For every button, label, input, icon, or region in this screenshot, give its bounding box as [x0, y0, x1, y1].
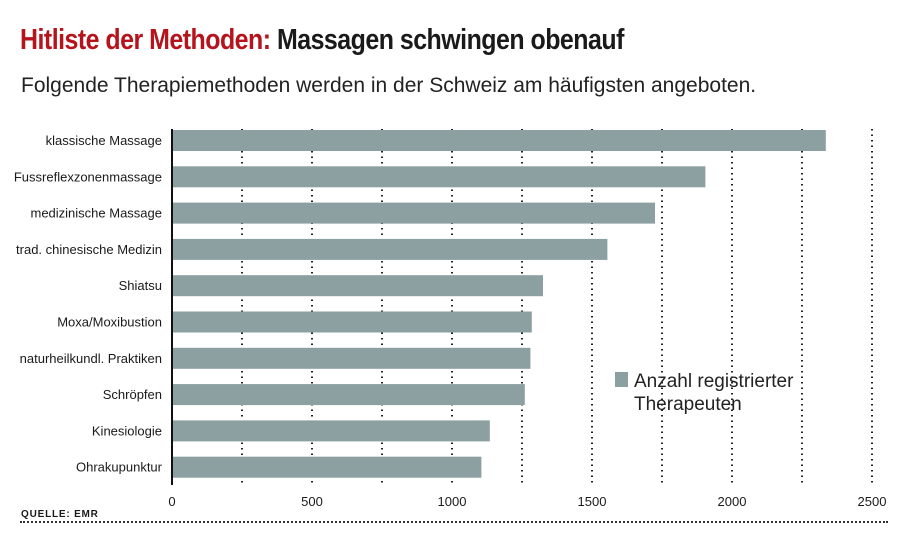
x-tick-label: 2500 [858, 494, 887, 509]
category-label: Kinesiologie [92, 423, 162, 438]
category-label: klassische Massage [46, 133, 162, 148]
x-tick-label: 500 [301, 494, 323, 509]
source-note: QUELLE: EMR [21, 509, 99, 520]
category-label: trad. chinesische Medizin [16, 242, 162, 257]
bar [172, 202, 655, 224]
x-tick-label: 1500 [578, 494, 607, 509]
bar [172, 238, 608, 260]
legend: Anzahl registrierter Therapeuten [615, 371, 794, 415]
title-highlight: Hitliste der Methoden: [20, 24, 271, 56]
category-label: medizinische Massage [30, 206, 162, 221]
category-label: Shiatsu [119, 278, 162, 293]
bar [172, 130, 826, 151]
x-tick-label: 0 [168, 494, 175, 509]
bar [172, 166, 706, 188]
category-label: Schröpfen [103, 387, 162, 402]
x-tick-label: 1000 [438, 494, 467, 509]
bar [172, 347, 531, 369]
legend-label-line2: Therapeuten [634, 394, 742, 415]
category-label: Ohrakupunktur [76, 460, 163, 475]
bar [172, 311, 532, 333]
bottom-divider [20, 521, 888, 523]
category-label: Moxa/Moxibustion [57, 315, 162, 330]
chart-title: Hitliste der Methoden: Massagen schwinge… [20, 24, 624, 57]
bars [172, 130, 826, 478]
legend-swatch [615, 372, 628, 387]
legend-label-line1: Anzahl registrierter [634, 371, 794, 392]
category-label: naturheilkundl. Praktiken [20, 351, 162, 366]
tick-labels: 0 500 1000 1500 2000 2500 [168, 494, 886, 509]
title-main: Massagen schwingen obenauf [276, 24, 624, 56]
category-label: Fussreflexzonenmassage [14, 169, 162, 184]
x-tick-label: 2000 [718, 494, 747, 509]
category-labels: klassische Massage Fussreflexzonenmassage… [14, 133, 163, 475]
bar [172, 456, 482, 478]
bar [172, 420, 490, 442]
bar [172, 384, 525, 406]
bar [172, 275, 543, 297]
chart-subtitle: Folgende Therapiemethoden werden in der … [21, 74, 757, 97]
